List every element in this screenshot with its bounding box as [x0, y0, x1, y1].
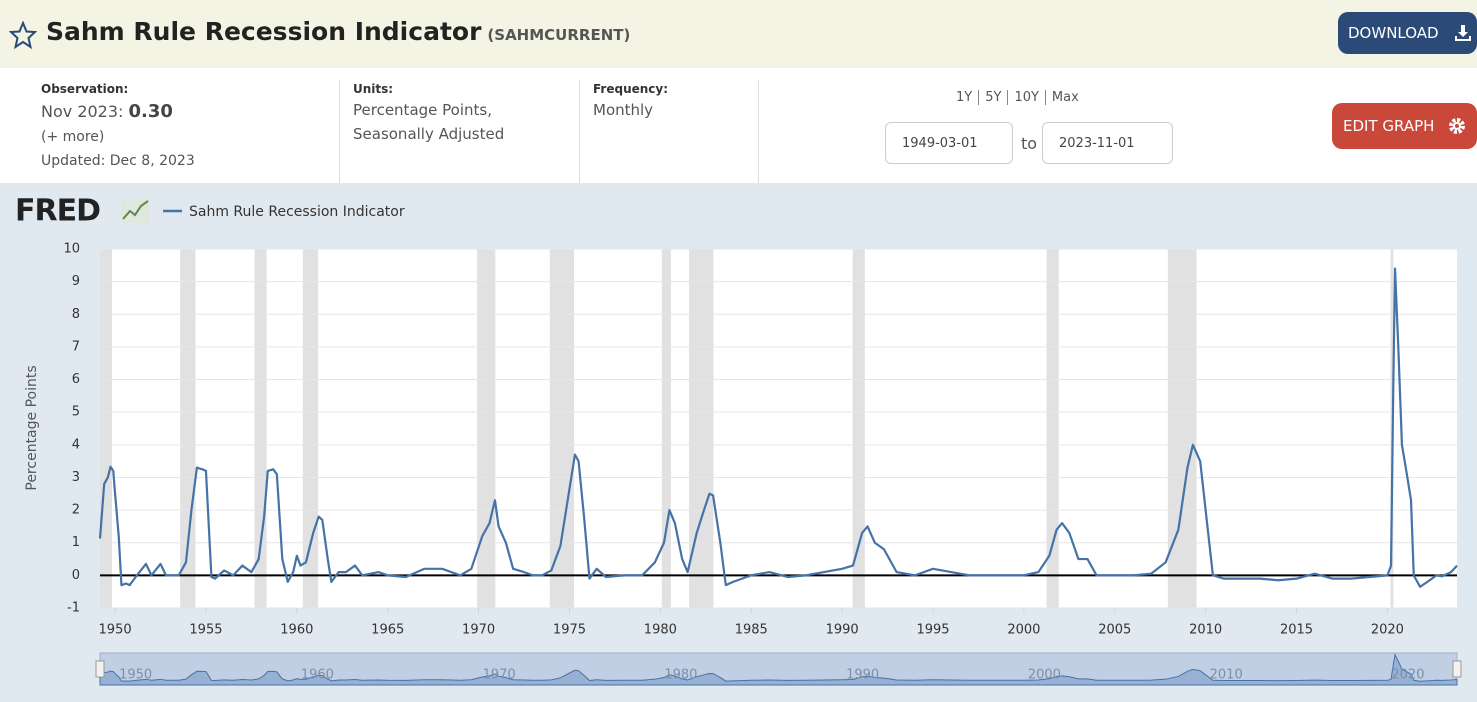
x-tick-label: 1950	[99, 623, 132, 638]
to-label: to	[1021, 134, 1038, 153]
y-axis-title: Percentage Points	[24, 365, 40, 490]
x-tick-label: 2010	[1189, 623, 1222, 638]
navigator-label: 2000	[1028, 668, 1061, 683]
y-tick-label: 8	[72, 307, 80, 322]
x-tick-label: 1960	[280, 623, 313, 638]
separator	[579, 80, 580, 183]
y-tick-label: 1	[72, 535, 80, 550]
recession-band	[661, 249, 671, 608]
x-tick-label: 1970	[462, 623, 495, 638]
x-tick-label: 2015	[1280, 623, 1313, 638]
navigator-label: 1980	[664, 668, 697, 683]
x-tick-label: 2000	[1007, 623, 1040, 638]
start-date[interactable]: 1949-03-01	[885, 122, 1013, 164]
header: Sahm Rule Recession Indicator (SAHMCURREN…	[0, 0, 1477, 68]
recession-band	[549, 249, 575, 608]
recession-band	[477, 249, 496, 608]
y-tick-label: 9	[72, 274, 80, 289]
separator	[758, 80, 759, 183]
x-tick-label: 1975	[553, 623, 586, 638]
navigator-series	[99, 653, 1458, 686]
star-icon[interactable]	[9, 21, 37, 49]
download-button[interactable]: DOWNLOAD	[1338, 12, 1477, 54]
recession-band	[302, 249, 319, 608]
navigator-label: 1990	[846, 668, 879, 683]
navigator-label: 1970	[483, 668, 516, 683]
end-date[interactable]: 2023-11-01	[1042, 122, 1173, 164]
legend-label: Sahm Rule Recession Indicator	[189, 204, 405, 220]
y-tick-label: 0	[72, 568, 80, 583]
range-button[interactable]: 5Y	[978, 90, 1008, 105]
observation-date: Nov 2023:	[41, 102, 124, 121]
logo-icon	[122, 200, 149, 220]
range-buttons: 1Y 5Y 10Y Max	[950, 90, 1085, 105]
recession-band	[1167, 249, 1197, 608]
y-tick-label: 4	[72, 437, 80, 452]
data-line	[98, 267, 1458, 588]
y-tick-label: 10	[63, 242, 80, 257]
chart: FRED Percentage Points -1 0 1 2 3 4 5 6 7 8 9 10 195…	[0, 183, 1477, 702]
y-tick-label: 3	[72, 470, 80, 485]
title-text: Sahm Rule Recession Indicator	[46, 17, 482, 46]
edit-graph-button[interactable]: EDIT GRAPH	[1332, 103, 1477, 149]
recession-band	[1046, 249, 1059, 608]
more-link[interactable]: (+ more)	[41, 129, 105, 145]
download-text: DOWNLOAD	[1348, 24, 1439, 42]
y-tick-label: 7	[72, 339, 80, 354]
x-tick-label: 1965	[371, 623, 404, 638]
y-tick-label: -1	[67, 601, 80, 616]
observation-value: 0.30	[128, 101, 173, 122]
observation-label: Observation:	[41, 82, 129, 96]
navigator-label: 1950	[119, 668, 152, 683]
units-label: Units:	[353, 82, 394, 96]
download-icon	[1455, 25, 1471, 41]
frequency: Monthly	[593, 101, 654, 119]
recession-band	[852, 249, 865, 608]
units: Seasonally Adjusted	[353, 125, 505, 143]
navigator-handle[interactable]	[95, 660, 105, 678]
navigator-label: 2020	[1391, 668, 1424, 683]
range-button[interactable]: 10Y	[1007, 90, 1045, 105]
title: Sahm Rule Recession Indicator (SAHMCURREN…	[46, 17, 630, 46]
y-tick-label: 6	[72, 372, 80, 387]
x-tick-label: 2005	[1098, 623, 1131, 638]
x-tick-label: 1955	[189, 623, 222, 638]
logo: FRED	[15, 194, 100, 229]
units: Percentage Points,	[353, 101, 492, 119]
edit-graph-text: EDIT GRAPH	[1343, 117, 1435, 135]
navigator-label: 2010	[1210, 668, 1243, 683]
updated: Updated: Dec 8, 2023	[41, 153, 195, 169]
separator	[339, 80, 340, 183]
range-button[interactable]: 1Y	[956, 90, 973, 105]
x-tick-label: 1990	[826, 623, 859, 638]
y-tick-label: 2	[72, 503, 80, 518]
y-tick-label: 5	[72, 405, 80, 420]
x-tick-label: 1985	[735, 623, 768, 638]
frequency-label: Frequency:	[593, 82, 669, 96]
range-button[interactable]: Max	[1044, 90, 1085, 105]
gear-icon	[1449, 118, 1465, 134]
x-tick-label: 2020	[1371, 623, 1404, 638]
navigator-label: 1960	[301, 668, 334, 683]
series-id: (SAHMCURRENT)	[487, 26, 631, 44]
x-tick-label: 1995	[916, 623, 949, 638]
recession-band	[254, 249, 267, 608]
x-tick-label: 1980	[644, 623, 677, 638]
recession-band	[100, 249, 112, 608]
navigator-handle[interactable]	[1452, 660, 1462, 678]
